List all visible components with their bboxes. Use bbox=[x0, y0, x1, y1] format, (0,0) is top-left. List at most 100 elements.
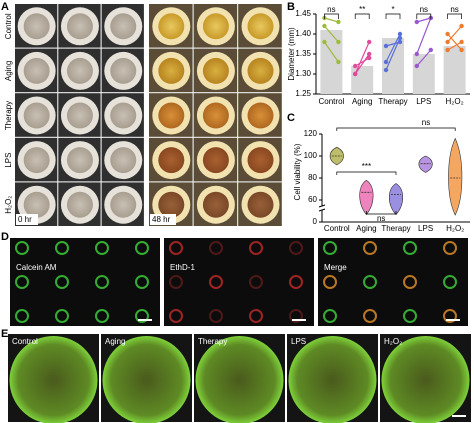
y-tick-label: 100 bbox=[304, 151, 318, 160]
bead bbox=[55, 275, 69, 289]
replicate-point bbox=[414, 63, 419, 69]
sig-bracket bbox=[416, 13, 432, 19]
y-axis-label: Diameter (mm) bbox=[287, 27, 296, 81]
panel-letter: E bbox=[1, 328, 8, 340]
x-tick-label: Control bbox=[324, 224, 350, 233]
sig-label: ns bbox=[422, 118, 430, 127]
bead bbox=[15, 309, 29, 323]
bead-core bbox=[202, 147, 229, 174]
sig-bracket bbox=[324, 13, 339, 19]
bead-core bbox=[158, 147, 185, 174]
bead bbox=[363, 309, 377, 323]
bead-core bbox=[66, 57, 93, 84]
replicate-point bbox=[353, 63, 358, 69]
y-tick-label: 80 bbox=[308, 173, 317, 182]
replicate-point bbox=[459, 47, 464, 53]
panel-letter: A bbox=[1, 1, 9, 13]
bead-core bbox=[110, 147, 137, 174]
image-label: Aging bbox=[105, 337, 125, 346]
replicate-point bbox=[322, 39, 327, 45]
bead-core bbox=[158, 57, 185, 84]
sig-label: ns bbox=[450, 5, 458, 14]
time-label: 0 hr bbox=[18, 215, 32, 224]
bead bbox=[381, 336, 470, 423]
replicate-point bbox=[383, 43, 389, 49]
bead-core bbox=[66, 191, 93, 218]
x-tick-label: Therapy bbox=[381, 224, 410, 233]
row-label: LPS bbox=[4, 153, 13, 168]
image-label: Control bbox=[12, 337, 38, 346]
bead bbox=[443, 241, 457, 255]
replicate-point bbox=[383, 59, 389, 65]
sig-bracket bbox=[366, 211, 397, 215]
bead-core bbox=[247, 102, 274, 129]
bead bbox=[55, 309, 69, 323]
sig-bracket bbox=[354, 13, 370, 19]
x-tick-label: Control bbox=[319, 97, 345, 106]
replicate-point bbox=[397, 31, 403, 37]
replicate-point bbox=[397, 39, 403, 45]
sig-bracket bbox=[336, 127, 456, 131]
bead-core bbox=[158, 102, 185, 129]
bead bbox=[443, 309, 457, 323]
bead bbox=[169, 275, 183, 289]
bead-core bbox=[23, 102, 50, 129]
panel-letter: C bbox=[287, 112, 295, 124]
violin bbox=[359, 179, 374, 216]
replicate-point bbox=[459, 39, 464, 45]
image-label: Therapy bbox=[198, 337, 227, 346]
replicate-point bbox=[336, 59, 341, 65]
x-tick-label: H₂O₂ bbox=[446, 224, 464, 233]
sig-label: *** bbox=[362, 162, 371, 171]
bead bbox=[102, 336, 191, 423]
replicate-point bbox=[367, 51, 372, 57]
sig-label: ns bbox=[420, 5, 428, 14]
replicate-point bbox=[428, 47, 433, 53]
sig-label: ** bbox=[359, 5, 365, 14]
y-tick-label: 120 bbox=[304, 129, 318, 138]
y-tick-label: 1.25 bbox=[295, 89, 311, 98]
y-tick-label: 1.40 bbox=[295, 29, 311, 38]
bead bbox=[15, 275, 29, 289]
sig-label: * bbox=[391, 5, 394, 14]
bead bbox=[95, 309, 109, 323]
row-label: Aging bbox=[4, 61, 13, 81]
violin bbox=[388, 183, 404, 216]
replicate-line bbox=[385, 33, 401, 63]
bead bbox=[249, 275, 263, 289]
replicate-point bbox=[322, 23, 327, 29]
bead-core bbox=[23, 191, 50, 218]
replicate-point bbox=[336, 19, 341, 25]
row-label: Therapy bbox=[4, 101, 13, 130]
violin bbox=[418, 155, 433, 173]
image-label: Merge bbox=[324, 263, 347, 272]
replicate-line bbox=[385, 37, 401, 71]
bead-core bbox=[110, 191, 137, 218]
bead bbox=[289, 309, 303, 323]
x-tick-label: Aging bbox=[352, 97, 372, 106]
replicate-line bbox=[324, 17, 339, 23]
bead bbox=[363, 241, 377, 255]
bead-core bbox=[66, 13, 93, 40]
bar bbox=[412, 54, 435, 94]
bead-core bbox=[23, 13, 50, 40]
bead-core bbox=[66, 147, 93, 174]
bead bbox=[169, 309, 183, 323]
replicate-point bbox=[367, 55, 372, 61]
replicate-line bbox=[354, 41, 370, 75]
time-box bbox=[16, 214, 38, 225]
replicate-line bbox=[416, 49, 432, 67]
replicate-line bbox=[323, 25, 339, 43]
bead bbox=[209, 241, 223, 255]
image-label: EthD-1 bbox=[170, 263, 195, 272]
panel-letter: B bbox=[287, 1, 295, 13]
replicate-point bbox=[445, 31, 450, 37]
bead bbox=[289, 275, 303, 289]
bead bbox=[288, 336, 377, 423]
x-tick-label: LPS bbox=[416, 97, 431, 106]
y-tick-label: 1.35 bbox=[295, 49, 311, 58]
replicate-line bbox=[447, 41, 462, 51]
bead bbox=[135, 275, 149, 289]
bead bbox=[15, 241, 29, 255]
